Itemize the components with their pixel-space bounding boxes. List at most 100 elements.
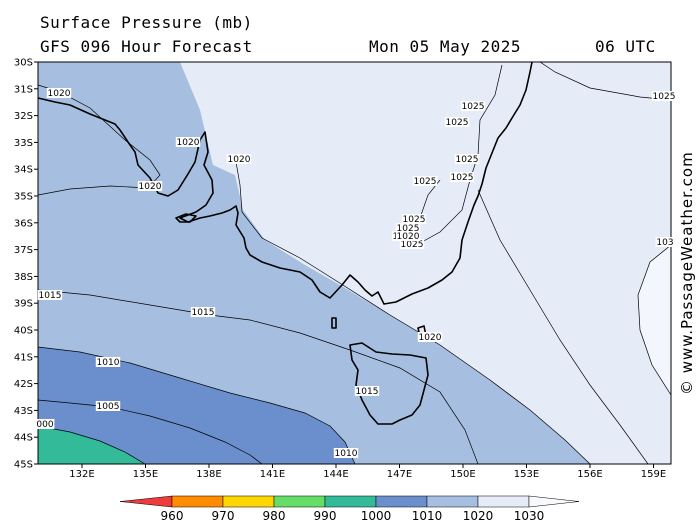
lon-label: 141E — [260, 469, 285, 480]
isobar-label: 1025 — [401, 240, 424, 250]
pressure-fields — [38, 62, 671, 464]
isobar-label: 1025 — [462, 102, 485, 112]
isobar-labels: 1020102010201020102010251025102510251025… — [35, 88, 677, 459]
isobar-label-bg — [395, 231, 421, 241]
isobar-label-bg — [95, 357, 121, 367]
legend-swatch — [222, 495, 275, 508]
lon-label: 147E — [387, 469, 412, 480]
longitude-axis: 132E 135E 138E 141E 144E 147E 150E 153E 156E 159E — [69, 464, 666, 480]
chart-title: Surface Pressure (mb) — [40, 13, 253, 32]
lat-label: 44S — [14, 433, 33, 444]
isobar-label: 1015 — [192, 308, 215, 318]
isobar-label: 1010 — [335, 449, 358, 459]
isobar-label-bg — [137, 181, 163, 191]
tasmania-coastline — [349, 342, 429, 425]
legend-label: 990 — [314, 509, 337, 523]
lat-label: 33S — [14, 138, 33, 149]
latitude-axis: 30S 31S 32S 33S 34S 35S 36S 37S 38S 39S 40S 41S 42S 4… — [14, 58, 38, 471]
forecast-date: Mon 05 May 2025 — [369, 37, 521, 56]
isobar-label-bg — [354, 386, 380, 396]
isobar-1020-coast — [235, 161, 591, 464]
plot-frame — [37, 61, 672, 465]
lon-label: 135E — [133, 469, 158, 480]
isobar-label-bg — [399, 239, 425, 249]
isobar-label: 1025 — [653, 92, 676, 102]
isobar-label: 103 — [656, 238, 673, 248]
isobar-label: 1020 — [397, 232, 420, 242]
isobar-label-bg — [651, 91, 677, 101]
legend-swatch — [324, 495, 377, 508]
isobar-label: 1015 — [356, 387, 379, 397]
isobar-1005 — [38, 399, 263, 464]
king-island — [331, 317, 337, 329]
lat-label: 36S — [14, 218, 33, 229]
isobar-label-bg — [190, 307, 216, 317]
legend-swatch — [375, 495, 428, 508]
isobar-label-bg — [95, 401, 121, 411]
lat-label: 34S — [14, 165, 33, 176]
legend-arrow-low — [119, 495, 173, 508]
site-credit: © www.PassageWeather.com — [678, 151, 696, 395]
isobar-label: 1010 — [97, 358, 120, 368]
axes: 30S 31S 32S 33S 34S 35S 36S 37S 38S 39S 40S 41S 42S 4… — [14, 58, 672, 480]
legend-label: 970 — [212, 509, 235, 523]
isobar-label-bg — [454, 154, 480, 164]
isobar-label-bg — [460, 101, 486, 111]
lat-label: 37S — [14, 245, 33, 256]
lat-label: 38S — [14, 272, 33, 283]
kangaroo-island — [175, 213, 197, 223]
isobar-1000 — [38, 425, 146, 464]
australia-coastline — [37, 61, 533, 305]
isobar-label: 1020 — [419, 333, 442, 343]
isobar-label-bg — [412, 176, 438, 186]
isobars — [38, 62, 671, 464]
pressure-legend: 960 970 980 990 1000 1010 1020 1030 — [119, 495, 580, 523]
isobar-label-bg — [449, 172, 475, 182]
legend-label: 960 — [161, 509, 184, 523]
isobar-label-bg — [46, 88, 72, 98]
isobar-label-bg — [226, 154, 252, 164]
isobar-label: 1020 — [139, 182, 162, 192]
legend-swatch — [171, 495, 224, 508]
legend-label: 980 — [263, 509, 286, 523]
lon-label: 159E — [641, 469, 666, 480]
isobar-label: 1025 — [397, 224, 420, 234]
lon-label: 156E — [577, 469, 602, 480]
isobar-1030-edge — [637, 244, 671, 396]
isobar-1015 — [38, 289, 479, 464]
isobar-label-bg — [35, 419, 55, 429]
isobar-label: 1025 — [446, 118, 469, 128]
lon-label: 150E — [450, 469, 475, 480]
isobar-label: 1025 — [456, 155, 479, 165]
legend-label: 1020 — [463, 509, 494, 523]
lat-label: 35S — [14, 192, 33, 203]
field-1000 — [38, 426, 145, 464]
isobar-1020-west — [38, 84, 161, 196]
lon-label: 138E — [196, 469, 221, 480]
isobar-label: 1025 — [451, 173, 474, 183]
field-1020 — [38, 62, 590, 464]
lat-label: 41S — [14, 352, 33, 363]
isobar-label-bg — [333, 448, 359, 458]
isobar-label: 000 — [36, 420, 53, 430]
legend-label: 1030 — [514, 509, 545, 523]
legend-swatch — [426, 495, 479, 508]
isobar-label: 1015 — [39, 291, 62, 301]
forecast-time: 06 UTC — [595, 37, 656, 56]
isobar-1025-south — [477, 189, 649, 464]
lon-label: 153E — [514, 469, 539, 480]
isobar-label-bg — [37, 290, 63, 300]
forecast-label: GFS 096 Hour Forecast — [40, 37, 253, 56]
legend-label: 1000 — [361, 509, 392, 523]
field-1030 — [638, 245, 671, 395]
lat-label: 45S — [14, 460, 33, 471]
isobar-label-bg — [655, 237, 675, 247]
isobar-label: 1025 — [403, 215, 426, 225]
isobar-1025-east — [539, 62, 671, 101]
lat-label: 40S — [14, 326, 33, 337]
lat-label: 42S — [14, 379, 33, 390]
legend-swatch — [477, 495, 530, 508]
isobar-label: 1020 — [228, 155, 251, 165]
lat-label: 31S — [14, 84, 33, 95]
